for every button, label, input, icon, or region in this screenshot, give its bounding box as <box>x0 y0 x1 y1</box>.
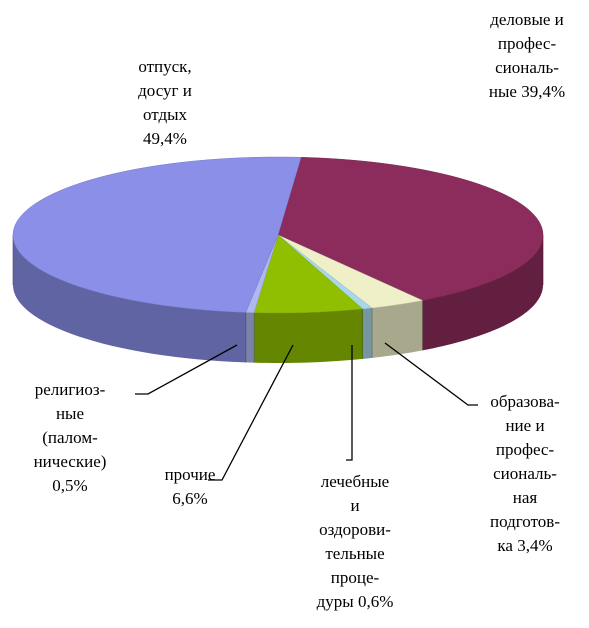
slice-side <box>13 235 246 363</box>
leader-line <box>135 344 238 395</box>
value-label: 49,4% <box>143 129 187 148</box>
category-label: отпуск, досуг и отдых <box>138 57 192 124</box>
data-label: прочие 6,6% <box>120 463 260 511</box>
slice-side <box>362 307 372 359</box>
value-label: 0,5% <box>52 476 88 495</box>
data-label: образова- ние и профес- сиональ- ная под… <box>455 390 589 558</box>
slice-side <box>245 312 255 363</box>
leader-line <box>384 342 478 406</box>
data-label: религиоз- ные (палом- нические) 0,5% <box>0 378 140 498</box>
leader-line <box>346 345 353 461</box>
sides <box>12 235 544 363</box>
category-label: религиоз- ные (палом- нические) <box>33 380 107 471</box>
data-label: отпуск, досуг и отдых 49,4% <box>95 55 235 151</box>
value-label: 0,6% <box>357 592 394 611</box>
category-label: образова- ние и профес- сиональ- ная под… <box>490 392 560 555</box>
slice <box>277 157 544 301</box>
value-label: 39,4% <box>521 82 566 101</box>
slice <box>277 234 424 309</box>
slice-side <box>371 300 423 358</box>
category-label: прочие <box>164 465 216 484</box>
data-label: деловые и профес- сиональ- ные 39,4% <box>457 8 589 104</box>
slice <box>253 234 364 314</box>
value-label: 3,4% <box>517 536 553 555</box>
category-label: лечебные и оздорови- тельные проце- дуры <box>316 472 391 611</box>
slice-side <box>422 235 543 351</box>
slice-side <box>254 308 363 363</box>
category-label: деловые и профес- сиональ- ные <box>488 10 564 101</box>
data-label: лечебные и оздорови- тельные проце- дуры… <box>285 470 425 614</box>
slice <box>12 156 302 313</box>
tops <box>12 156 544 314</box>
leader-line <box>208 344 294 481</box>
value-label: 6,6% <box>172 489 208 508</box>
